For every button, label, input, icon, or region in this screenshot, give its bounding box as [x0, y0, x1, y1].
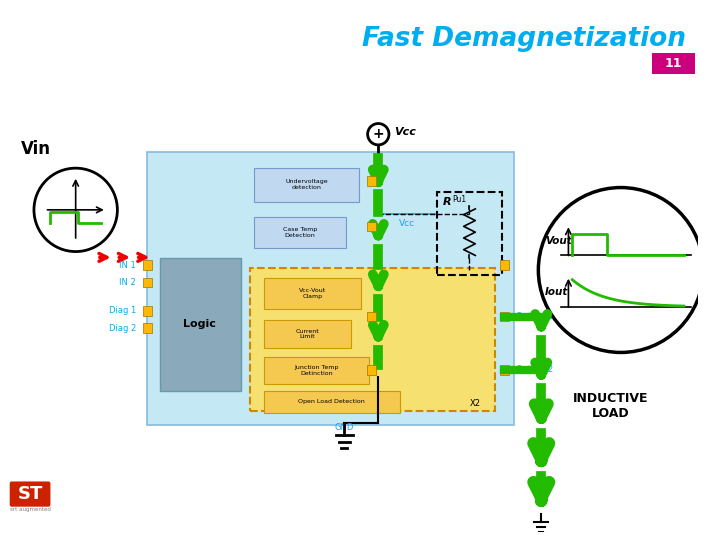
- Bar: [143, 306, 153, 315]
- Text: Vout: Vout: [545, 236, 572, 246]
- Text: Logic: Logic: [184, 319, 216, 329]
- Circle shape: [368, 124, 389, 145]
- Text: INDUCTIVE
LOAD: INDUCTIVE LOAD: [573, 392, 649, 420]
- Text: X2: X2: [470, 400, 481, 408]
- Bar: [366, 221, 377, 231]
- Text: Diag 1: Diag 1: [109, 306, 136, 315]
- Text: GND: GND: [335, 423, 354, 431]
- Bar: [500, 260, 509, 270]
- Bar: [366, 312, 377, 321]
- Bar: [148, 152, 514, 425]
- Bar: [366, 176, 377, 186]
- Text: Output 1: Output 1: [516, 312, 553, 321]
- Text: Vcc: Vcc: [400, 219, 415, 228]
- Bar: [254, 217, 346, 248]
- Text: Case Temp
Detection: Case Temp Detection: [283, 227, 317, 238]
- Text: R: R: [442, 197, 451, 207]
- Text: Output 2: Output 2: [516, 366, 553, 374]
- Text: Iout: Iout: [545, 287, 569, 298]
- Bar: [652, 53, 695, 74]
- Bar: [143, 260, 153, 270]
- Bar: [264, 357, 369, 384]
- Circle shape: [539, 187, 703, 353]
- Bar: [143, 278, 153, 287]
- Bar: [160, 258, 240, 392]
- Bar: [264, 278, 361, 309]
- Bar: [251, 268, 495, 410]
- Bar: [500, 365, 509, 375]
- Text: Undervoltage
detection: Undervoltage detection: [285, 179, 328, 190]
- Bar: [500, 312, 509, 321]
- Text: Fast Demagnetization: Fast Demagnetization: [361, 26, 685, 52]
- Bar: [264, 392, 400, 413]
- Text: Vcc: Vcc: [394, 127, 415, 137]
- Text: Open Load Detection: Open Load Detection: [298, 400, 365, 404]
- Text: Vin: Vin: [22, 140, 51, 158]
- Text: IN 2: IN 2: [119, 278, 136, 287]
- Text: +: +: [372, 127, 384, 141]
- Text: Current
Limit: Current Limit: [296, 329, 320, 340]
- Bar: [254, 168, 359, 202]
- Text: Vcc-Vout
Clamp: Vcc-Vout Clamp: [299, 288, 326, 299]
- Text: srt augmented: srt augmented: [9, 507, 50, 512]
- Text: ST: ST: [17, 485, 42, 503]
- Bar: [264, 320, 351, 348]
- Text: Pu1: Pu1: [452, 195, 466, 204]
- Text: IN 1: IN 1: [119, 261, 136, 269]
- Bar: [366, 365, 377, 375]
- Bar: [143, 323, 153, 333]
- Text: Junction Temp
Detinction: Junction Temp Detinction: [294, 366, 338, 376]
- Text: Diag 2: Diag 2: [109, 323, 136, 333]
- Bar: [436, 192, 503, 275]
- Text: 11: 11: [665, 57, 682, 70]
- FancyBboxPatch shape: [9, 482, 50, 507]
